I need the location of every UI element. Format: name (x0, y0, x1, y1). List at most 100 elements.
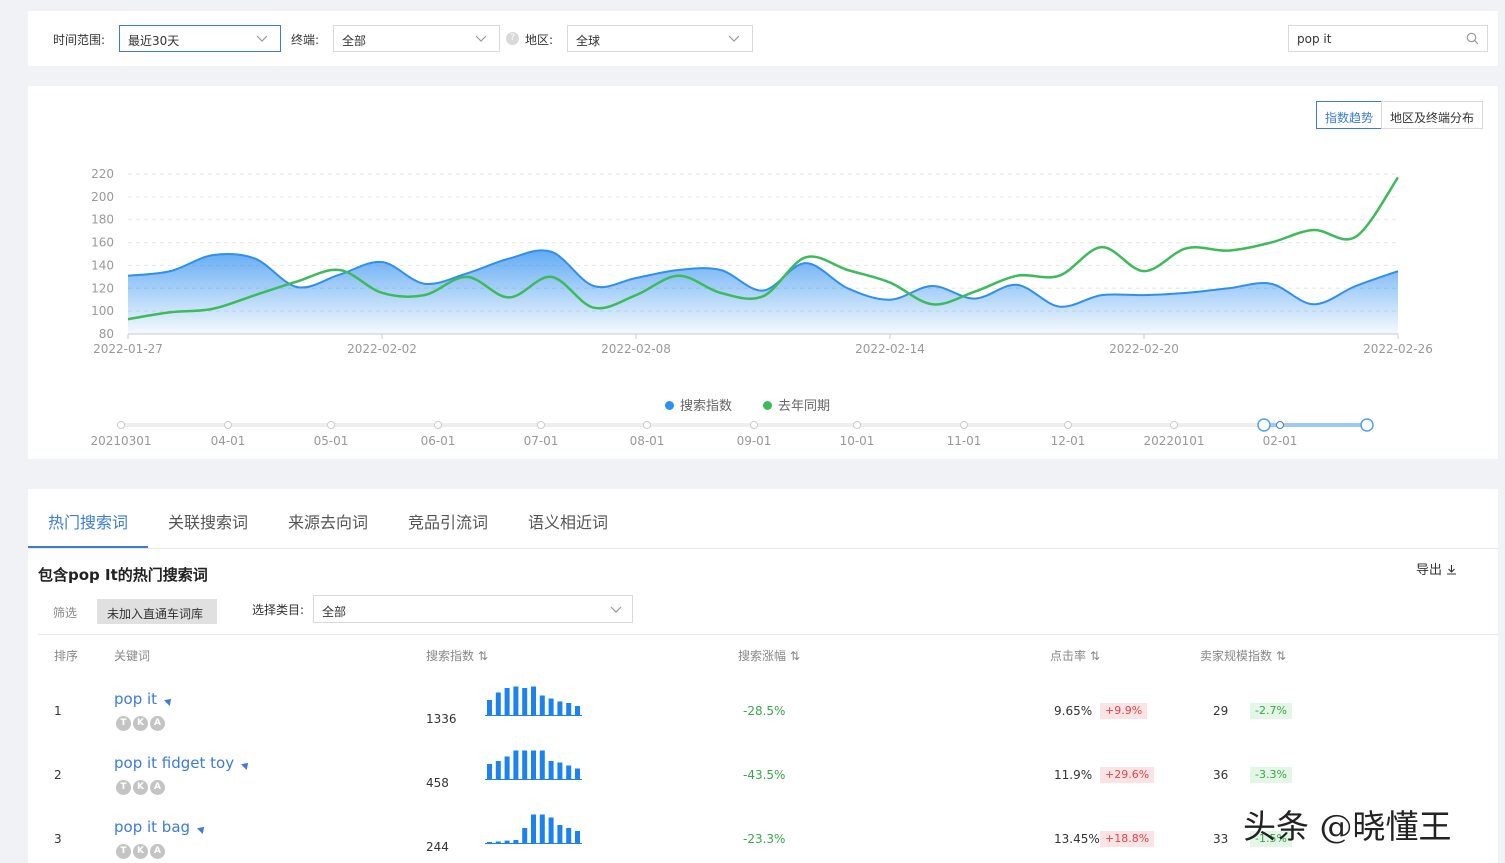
spark-bar (504, 840, 510, 843)
not-in-ad-library-filter[interactable]: 未加入直通车词库 (97, 599, 217, 624)
time-range-value: 最近30天 (128, 34, 180, 48)
search-index: 244 (426, 840, 449, 854)
legend-item-search-index[interactable]: 搜索指数 (665, 395, 732, 414)
keyword-text: pop it bag (114, 818, 191, 836)
seller-change: -3.3% (1250, 767, 1292, 783)
search-icon[interactable] (1466, 32, 1479, 45)
keyword-text: pop it (114, 690, 158, 708)
watermark: 头条 @晓懂王 (1243, 807, 1452, 846)
expand-icon[interactable] (197, 824, 207, 834)
search-growth: -23.3% (743, 832, 786, 846)
last-year-line (127, 176, 1400, 321)
header-label: 卖家规模指数 (1200, 649, 1273, 663)
spark-bar (513, 750, 519, 779)
y-tick-label: 80 (99, 327, 114, 341)
header-search-growth[interactable]: 搜索涨幅 ⇅ (738, 647, 800, 664)
time-range-select[interactable]: 最近30天 (119, 25, 281, 52)
badge-a: A (150, 780, 165, 795)
sort-icon: ⇅ (477, 649, 488, 663)
spark-bar (531, 814, 536, 843)
badge-t: T (116, 844, 131, 859)
tab-source-dest[interactable]: 来源去向词 (288, 513, 369, 532)
help-icon[interactable]: ? (506, 32, 519, 45)
spark-bar (575, 768, 580, 779)
header-seller-index[interactable]: 卖家规模指数 ⇅ (1200, 647, 1286, 664)
legend-dot (665, 401, 674, 410)
tab-competitor[interactable]: 竞品引流词 (408, 513, 489, 532)
timeline-label: 06-01 (421, 434, 456, 448)
spark-bar (487, 700, 492, 715)
timeline-handle-end[interactable] (1360, 418, 1374, 432)
spark-bar (522, 750, 528, 779)
x-tick-label: 2022-02-14 (855, 342, 925, 356)
timeline-label: 02-01 (1263, 434, 1298, 448)
header-rank: 排序 (54, 649, 79, 663)
tab-hot-search[interactable]: 热门搜索词 (48, 513, 129, 532)
table-row: 1 pop it T K A 1336 -28.5% 9.65% +9.9% 2… (28, 684, 1498, 748)
spark-bar (504, 688, 510, 715)
keyword-link[interactable]: pop it fidget toy (114, 754, 252, 772)
search-growth: -43.5% (743, 768, 786, 782)
table-row: 3 pop it bag T K A 244 -23.3% 13.45% +18… (28, 812, 1498, 863)
expand-icon[interactable] (164, 696, 174, 706)
seller-index: 33 (1213, 832, 1229, 846)
timeline-label: 04-01 (211, 434, 246, 448)
chevron-down-icon (610, 606, 622, 613)
tab-related-search[interactable]: 关联搜索词 (168, 513, 249, 532)
spark-bar (531, 750, 536, 779)
tab-semantic[interactable]: 语义相近词 (528, 513, 609, 532)
timeline-node (960, 421, 968, 429)
chevron-down-icon (728, 35, 740, 42)
badge-a: A (150, 716, 165, 731)
spark-bar (522, 688, 528, 715)
search-input[interactable]: pop it (1288, 25, 1488, 52)
badge-k: K (133, 716, 148, 731)
trend-chart-card: 指数趋势 地区及终端分布 80 100 120 140 160 180 200 220 2022… (28, 86, 1498, 459)
spark-bar (513, 840, 519, 843)
timeline-node (1064, 421, 1072, 429)
region-terminal-toggle[interactable]: 地区及终端分布 (1381, 101, 1484, 129)
badge-a: A (150, 844, 165, 859)
ctr-change: +18.8% (1100, 831, 1155, 847)
region-select[interactable]: 全球 (567, 25, 753, 52)
spark-bar (557, 701, 563, 715)
terminal-select[interactable]: 全部 (333, 25, 500, 52)
spark-bar (487, 842, 492, 843)
search-value: pop it (1297, 32, 1332, 46)
terminal-value: 全部 (342, 34, 367, 48)
timeline-node (1170, 421, 1178, 429)
search-index-area (128, 250, 1398, 334)
timeline-label: 05-01 (314, 434, 349, 448)
category-select[interactable]: 全部 (313, 595, 633, 623)
timeline-label: 20210301 (90, 434, 151, 448)
ctr-change: +9.9% (1100, 703, 1148, 719)
sort-icon: ⇅ (1089, 649, 1100, 663)
timeline-handle-start[interactable] (1257, 418, 1271, 432)
legend-label: 搜索指数 (680, 399, 733, 414)
timeline-label: 20220101 (1143, 434, 1204, 448)
index-trend-toggle[interactable]: 指数趋势 (1316, 101, 1383, 129)
legend-item-last-year[interactable]: 去年同期 (763, 395, 830, 414)
keyword-link[interactable]: pop it bag (114, 818, 207, 836)
search-growth: -28.5% (743, 704, 786, 718)
timeline-label: 08-01 (630, 434, 665, 448)
spark-bar (575, 706, 580, 715)
search-index: 1336 (426, 712, 457, 726)
y-tick-label: 140 (91, 258, 114, 272)
legend-dot (763, 401, 772, 410)
export-button[interactable]: 导出 (1416, 559, 1457, 578)
keyword-badges: T K A (116, 716, 165, 731)
tab-bar: 热门搜索词 关联搜索词 来源去向词 竞品引流词 语义相近词 (28, 489, 1498, 549)
header-ctr[interactable]: 点击率 ⇅ (1050, 647, 1100, 664)
y-tick-label: 100 (91, 304, 114, 318)
header-search-index[interactable]: 搜索指数 ⇅ (426, 647, 488, 664)
y-tick-label: 220 (91, 167, 114, 181)
timeline-node (537, 421, 545, 429)
keyword-link[interactable]: pop it (114, 690, 174, 708)
section-title: 包含pop It的热门搜索词 (38, 566, 208, 584)
keyword-text: pop it fidget toy (114, 754, 235, 772)
header-label: 点击率 (1050, 649, 1087, 663)
expand-icon[interactable] (241, 760, 252, 770)
download-icon (1447, 565, 1457, 575)
ctr-value: 11.9% (1054, 768, 1093, 782)
